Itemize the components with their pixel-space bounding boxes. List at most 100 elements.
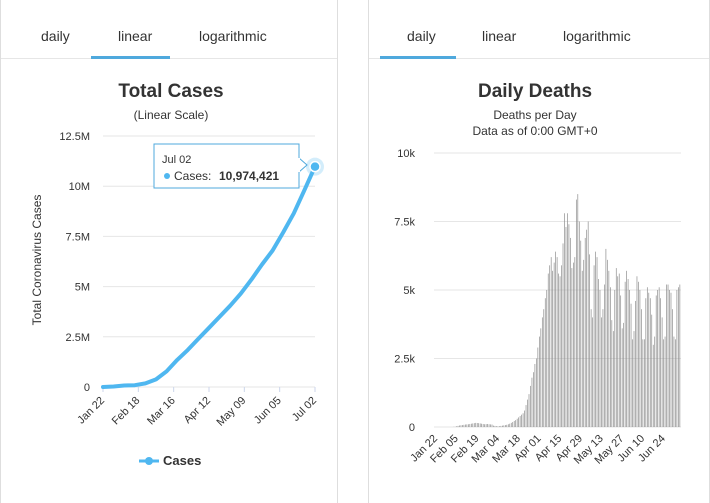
daily-deaths-bar[interactable]	[596, 257, 598, 427]
daily-deaths-bar[interactable]	[541, 317, 543, 427]
daily-deaths-bar[interactable]	[661, 317, 663, 427]
daily-deaths-bar[interactable]	[478, 423, 480, 427]
daily-deaths-bar[interactable]	[620, 295, 622, 427]
daily-deaths-bar[interactable]	[470, 423, 472, 427]
daily-deaths-bar[interactable]	[673, 336, 675, 427]
daily-deaths-bar[interactable]	[459, 425, 460, 427]
daily-deaths-bar[interactable]	[642, 339, 644, 427]
daily-deaths-bar[interactable]	[513, 420, 515, 427]
daily-deaths-bar[interactable]	[648, 292, 650, 427]
daily-deaths-bar[interactable]	[487, 423, 488, 427]
daily-deaths-bar[interactable]	[559, 276, 561, 427]
daily-deaths-bar[interactable]	[499, 426, 500, 427]
daily-deaths-bar[interactable]	[644, 339, 645, 427]
daily-deaths-bar[interactable]	[573, 262, 574, 427]
daily-deaths-bar[interactable]	[527, 399, 528, 427]
series-line-cases[interactable]	[101, 164, 317, 389]
daily-deaths-bar[interactable]	[509, 423, 511, 427]
daily-deaths-bar[interactable]	[465, 424, 466, 427]
daily-deaths-bar[interactable]	[518, 417, 519, 427]
daily-deaths-bar[interactable]	[602, 309, 604, 427]
daily-deaths-bar[interactable]	[524, 410, 525, 427]
daily-deaths-bar[interactable]	[621, 328, 623, 427]
data-point[interactable]	[309, 160, 321, 173]
daily-deaths-bar[interactable]	[608, 270, 610, 427]
daily-deaths-bar[interactable]	[506, 424, 508, 427]
daily-deaths-bar[interactable]	[617, 276, 619, 427]
daily-deaths-bar[interactable]	[598, 279, 599, 427]
daily-deaths-bar[interactable]	[633, 331, 635, 427]
daily-deaths-bar[interactable]	[539, 336, 540, 427]
daily-deaths-bar[interactable]	[556, 257, 558, 427]
tab-linear[interactable]: linear	[118, 28, 153, 44]
daily-deaths-bar[interactable]	[570, 237, 571, 427]
daily-deaths-bar[interactable]	[578, 221, 580, 428]
daily-deaths-bar[interactable]	[493, 425, 494, 427]
daily-deaths-bar[interactable]	[522, 413, 524, 427]
daily-deaths-bar[interactable]	[636, 276, 638, 427]
daily-deaths-bar[interactable]	[504, 425, 506, 427]
daily-deaths-bar[interactable]	[666, 284, 667, 427]
daily-deaths-bar[interactable]	[672, 309, 673, 427]
daily-deaths-bar[interactable]	[610, 287, 611, 427]
daily-deaths-bar[interactable]	[562, 243, 564, 427]
daily-deaths-bar[interactable]	[587, 221, 589, 428]
daily-deaths-bar[interactable]	[484, 424, 485, 427]
daily-deaths-bar[interactable]	[463, 424, 465, 427]
daily-deaths-bar[interactable]	[468, 424, 469, 427]
daily-deaths-bar[interactable]	[515, 420, 517, 427]
tab-daily[interactable]: daily	[407, 28, 436, 44]
daily-deaths-bar[interactable]	[641, 309, 642, 427]
daily-deaths-bar[interactable]	[469, 423, 471, 427]
daily-deaths-bar[interactable]	[473, 423, 475, 427]
daily-deaths-bar[interactable]	[649, 298, 651, 427]
daily-deaths-bar[interactable]	[630, 303, 632, 427]
daily-deaths-bar[interactable]	[626, 270, 627, 427]
daily-deaths-bar[interactable]	[497, 426, 499, 427]
daily-deaths-bar[interactable]	[547, 273, 549, 427]
daily-deaths-bar[interactable]	[577, 194, 579, 427]
daily-deaths-bar[interactable]	[586, 229, 588, 427]
daily-deaths-bar[interactable]	[604, 284, 605, 427]
daily-deaths-bar[interactable]	[553, 262, 555, 427]
daily-deaths-bar[interactable]	[561, 265, 562, 427]
daily-deaths-bar[interactable]	[490, 424, 491, 427]
daily-deaths-bar[interactable]	[660, 298, 661, 427]
daily-deaths-bar[interactable]	[540, 328, 542, 427]
daily-deaths-bar[interactable]	[521, 414, 522, 427]
daily-deaths-bar[interactable]	[645, 298, 647, 427]
daily-deaths-bar[interactable]	[544, 298, 546, 427]
daily-deaths-bar[interactable]	[679, 284, 681, 427]
daily-deaths-bar[interactable]	[599, 290, 601, 427]
daily-deaths-bar[interactable]	[528, 394, 530, 427]
daily-deaths-bar[interactable]	[476, 423, 478, 427]
daily-deaths-bar[interactable]	[568, 224, 570, 427]
daily-deaths-bar[interactable]	[590, 309, 592, 427]
daily-deaths-bar[interactable]	[481, 423, 482, 427]
daily-deaths-bar[interactable]	[583, 259, 585, 427]
daily-deaths-bar[interactable]	[664, 336, 666, 427]
daily-deaths-bar[interactable]	[534, 363, 536, 427]
legend[interactable]: Cases	[139, 453, 201, 468]
daily-deaths-bar[interactable]	[519, 416, 521, 427]
daily-deaths-bar[interactable]	[503, 425, 505, 427]
daily-deaths-bar[interactable]	[565, 226, 567, 427]
daily-deaths-bar[interactable]	[575, 199, 577, 427]
daily-deaths-bar[interactable]	[623, 322, 624, 427]
daily-deaths-bar[interactable]	[632, 339, 633, 427]
tab-daily[interactable]: daily	[41, 28, 70, 44]
daily-deaths-bar[interactable]	[618, 273, 620, 427]
daily-deaths-bar[interactable]	[654, 336, 656, 427]
daily-deaths-bar[interactable]	[584, 237, 586, 427]
daily-deaths-bar[interactable]	[580, 240, 582, 427]
daily-deaths-bar[interactable]	[549, 265, 551, 427]
daily-deaths-bar[interactable]	[593, 265, 595, 427]
daily-deaths-bar[interactable]	[512, 422, 514, 427]
daily-deaths-bar[interactable]	[466, 424, 468, 427]
daily-deaths-bar[interactable]	[500, 425, 502, 427]
daily-deaths-bar[interactable]	[530, 385, 531, 427]
daily-deaths-bar[interactable]	[571, 268, 573, 427]
daily-deaths-bar[interactable]	[485, 424, 487, 427]
daily-deaths-bar[interactable]	[552, 270, 553, 427]
daily-deaths-bar[interactable]	[607, 259, 608, 427]
